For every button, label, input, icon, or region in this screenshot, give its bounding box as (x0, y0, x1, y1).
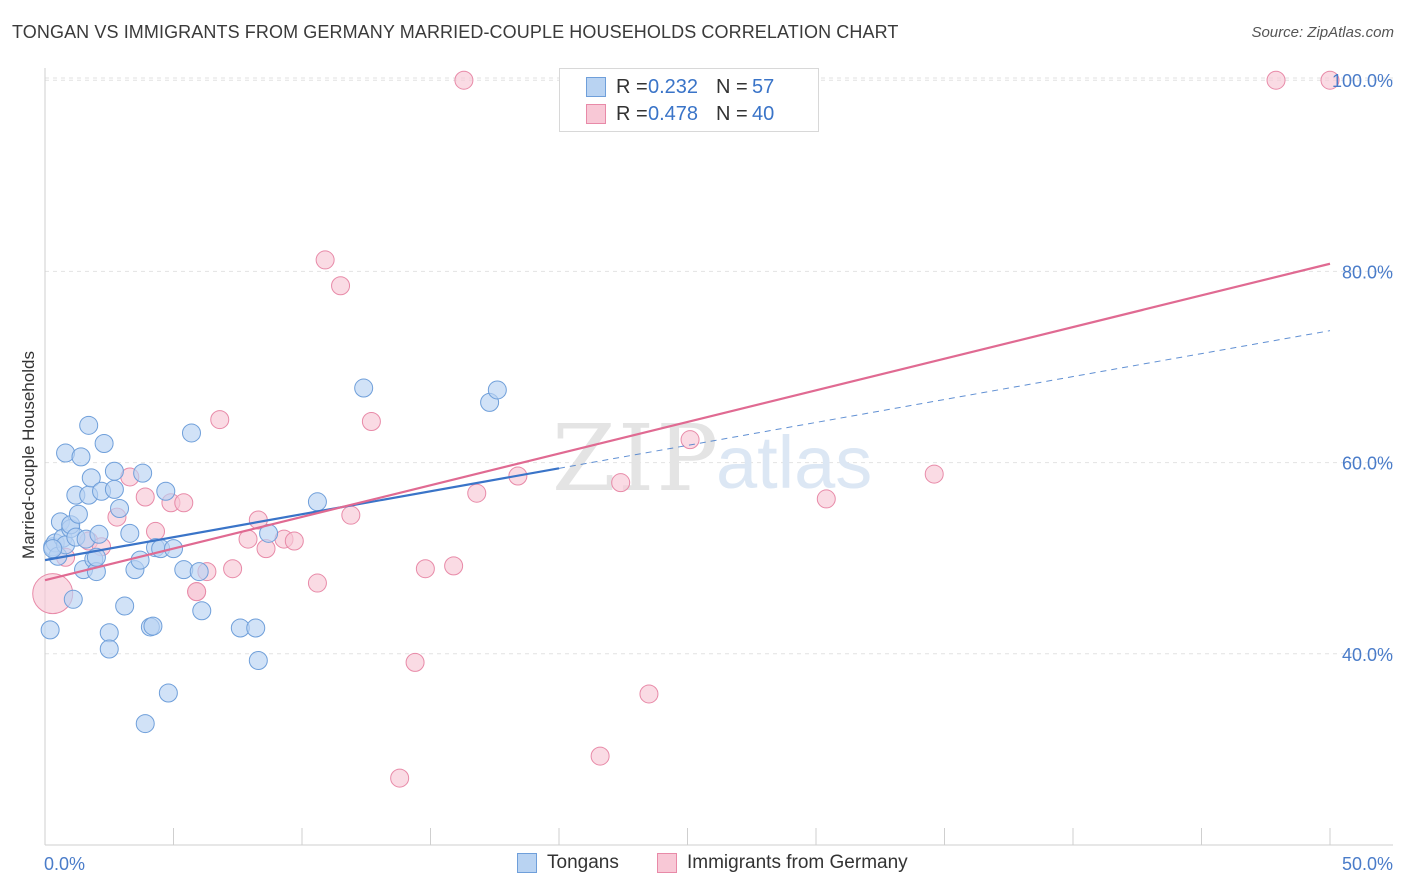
tongan-point (115, 596, 135, 616)
germany-point (210, 410, 230, 430)
germany-point (146, 521, 166, 541)
tongan-point (40, 620, 60, 640)
germany-point (315, 250, 335, 270)
watermark-atlas: atlas (716, 421, 872, 504)
y-axis-label: Married-couple Households (19, 351, 38, 559)
germany-point (444, 556, 464, 576)
tongan-point (192, 601, 212, 621)
tongan-point (81, 468, 101, 488)
series-swatch-tongans (517, 853, 537, 873)
legend-r-value-tongans: 0.232 (648, 75, 699, 98)
germany-point (307, 573, 327, 593)
x-tick-label: 0.0% (44, 854, 85, 874)
germany-point (1266, 70, 1286, 90)
tongan-points (40, 378, 507, 734)
germany-point (187, 582, 207, 602)
germany-point (590, 746, 610, 766)
y-tick-label: 40.0% (1342, 645, 1393, 665)
tongan-point (63, 589, 83, 609)
tongan-point (94, 433, 114, 453)
legend-swatch-germany (586, 104, 606, 124)
legend-n-label: N = (716, 102, 748, 125)
germany-point (405, 652, 425, 672)
legend-n-value-germany: 40 (752, 102, 775, 125)
tongan-trend-line (44, 467, 560, 562)
legend-swatch-tongans (586, 77, 606, 97)
tongan-point (99, 623, 119, 643)
legend-r-value-germany: 0.478 (648, 102, 699, 125)
y-tick-label: 100.0% (1332, 71, 1393, 91)
legend-row-tongans: R = 0.232 N = 57 (586, 75, 774, 99)
tongan-point (110, 498, 130, 518)
tongan-point (99, 639, 119, 659)
tongan-point (181, 423, 201, 443)
tongan-point (246, 618, 266, 638)
legend-n-value-tongans: 57 (752, 75, 775, 98)
germany-point (174, 493, 194, 513)
tongan-point (189, 562, 209, 582)
tongan-point (158, 683, 178, 703)
series-legend: Tongans Immigrants from Germany (0, 852, 1406, 878)
watermark-zip: ZIP (552, 405, 720, 512)
tongan-point (354, 378, 374, 398)
tongan-point (120, 523, 140, 543)
legend-r-label: R = (616, 75, 648, 98)
germany-trend-line (44, 262, 1331, 582)
tongan-point (133, 463, 153, 483)
axes (44, 68, 1393, 846)
germany-point (223, 559, 243, 579)
legend-n-label: N = (716, 75, 748, 98)
series-label-tongans: Tongans (547, 852, 619, 873)
germany-point (454, 70, 474, 90)
germany-point (284, 531, 304, 551)
germany-point (1320, 70, 1340, 90)
tongan-point (135, 714, 155, 734)
germany-point (415, 559, 435, 579)
series-label-germany: Immigrants from Germany (687, 852, 908, 873)
tongan-point (143, 616, 163, 636)
stats-legend: R = 0.232 N = 57 R = 0.478 N = 40 (559, 68, 819, 132)
tongan-point (487, 380, 507, 400)
legend-row-germany: R = 0.478 N = 40 (586, 102, 774, 126)
tongan-point (104, 461, 124, 481)
legend-r-label: R = (616, 102, 648, 125)
series-legend-germany: Immigrants from Germany (657, 852, 908, 874)
chart-title: TONGAN VS IMMIGRANTS FROM GERMANY MARRIE… (12, 22, 899, 42)
germany-points (32, 70, 1340, 788)
tongan-point (71, 447, 91, 467)
tongan-point (156, 481, 176, 501)
germany-point (467, 483, 487, 503)
germany-point (135, 487, 155, 507)
germany-point (816, 489, 836, 509)
tongan-point (104, 479, 124, 499)
tongan-point (43, 539, 63, 559)
grid-lines (45, 77, 1393, 655)
series-swatch-germany (657, 853, 677, 873)
tongan-point (79, 415, 99, 435)
series-legend-tongans: Tongans (517, 852, 619, 874)
y-tick-label: 80.0% (1342, 262, 1393, 282)
source-credit: Source: ZipAtlas.com (1251, 24, 1394, 41)
tongan-point (68, 504, 88, 524)
tongan-point (307, 492, 327, 512)
germany-point (924, 464, 944, 484)
tongan-point (89, 524, 109, 544)
y-tick-label: 60.0% (1342, 454, 1393, 474)
germany-point (639, 684, 659, 704)
x-tick-label: 50.0% (1342, 854, 1393, 874)
germany-point (390, 768, 410, 788)
germany-point (341, 505, 361, 525)
tongan-point (130, 550, 150, 570)
tick-labels: 40.0% 60.0% 80.0% 100.0% 0.0% 50.0% (44, 71, 1393, 874)
germany-point (331, 276, 351, 296)
tongan-trend-extension (558, 330, 1331, 469)
trend-lines (44, 262, 1331, 582)
germany-point (361, 411, 381, 431)
tongan-point (248, 650, 268, 670)
watermark: ZIP atlas (552, 405, 872, 512)
germany-point (611, 473, 631, 493)
